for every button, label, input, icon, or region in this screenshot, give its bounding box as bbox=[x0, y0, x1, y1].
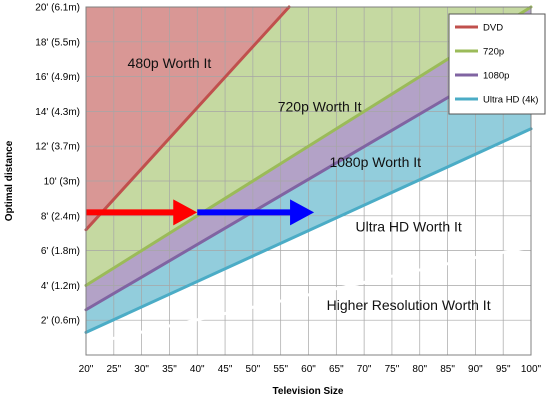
legend-label-0: DVD bbox=[483, 23, 503, 34]
x-tick-label: 65" bbox=[329, 364, 344, 375]
y-tick-label: 4' (1.2m) bbox=[41, 281, 80, 292]
region-label-4: Higher Resolution Worth It bbox=[327, 297, 491, 313]
arrow-head-0 bbox=[173, 199, 198, 226]
legend-label-1: 720p bbox=[483, 47, 504, 58]
series-line-3 bbox=[84, 127, 533, 334]
x-tick-label: 45" bbox=[218, 364, 233, 375]
x-tick-label: 25" bbox=[106, 364, 121, 375]
x-tick-label: 70" bbox=[357, 364, 372, 375]
x-tick-label: 60" bbox=[301, 364, 316, 375]
x-tick-labels: 20" 25" 30" 35" 40" 45" 50" 55" 60" 65" 70" 75" 80" 8… bbox=[79, 364, 542, 375]
legend: DVD 720p 1080p Ultra HD (4k) bbox=[448, 13, 546, 115]
annotation-layer bbox=[86, 199, 315, 226]
y-tick-label: 16' (4.9m) bbox=[35, 72, 80, 83]
region-label-1: 720p Worth It bbox=[278, 98, 362, 114]
y-axis-title: Optimal distance bbox=[4, 140, 15, 221]
x-tick-label: 85" bbox=[440, 364, 455, 375]
plot-frame bbox=[85, 6, 532, 356]
x-tick-label: 20" bbox=[79, 364, 94, 375]
x-tick-label: 50" bbox=[246, 364, 261, 375]
x-tick-label: 100" bbox=[521, 364, 542, 375]
y-tick-label: 10' (3m) bbox=[44, 177, 80, 188]
y-tick-label: 12' (3.7m) bbox=[35, 142, 80, 153]
x-tick-label: 30" bbox=[134, 364, 149, 375]
x-tick-label: 40" bbox=[190, 364, 205, 375]
y-tick-label: 14' (4.3m) bbox=[35, 107, 80, 118]
region-label-2: 1080p Worth It bbox=[329, 154, 421, 170]
y-tick-label: 20' (6.1m) bbox=[35, 3, 80, 14]
x-tick-label: 95" bbox=[496, 364, 511, 375]
x-tick-label: 55" bbox=[273, 364, 288, 375]
legend-label-3: Ultra HD (4k) bbox=[483, 95, 538, 106]
region-label-layer: 480p Worth It 720p Worth It 1080p Worth It… bbox=[128, 55, 491, 313]
y-tick-label: 18' (5.5m) bbox=[35, 37, 80, 48]
series-line-lower bbox=[85, 245, 532, 347]
legend-items: DVD 720p 1080p Ultra HD (4k) bbox=[455, 23, 538, 106]
legend-box bbox=[448, 13, 546, 115]
y-tick-labels: 2' (0.6m) 4' (1.2m) 6' (1.8m) 8' (2.4m) 10' … bbox=[35, 3, 80, 327]
y-tick-label: 2' (0.6m) bbox=[41, 316, 80, 327]
y-tick-label: 8' (2.4m) bbox=[41, 211, 80, 222]
x-axis-title: Television Size bbox=[273, 386, 344, 397]
x-tick-label: 75" bbox=[385, 364, 400, 375]
arrow-head-1 bbox=[290, 199, 315, 226]
region-label-0: 480p Worth It bbox=[128, 55, 212, 71]
x-tick-label: 35" bbox=[162, 364, 177, 375]
legend-label-2: 1080p bbox=[483, 71, 509, 82]
x-tick-label: 90" bbox=[468, 364, 483, 375]
y-tick-label: 6' (1.8m) bbox=[41, 246, 80, 257]
region-label-3: Ultra HD Worth It bbox=[355, 218, 461, 234]
x-tick-label: 80" bbox=[412, 364, 427, 375]
series-line-0 bbox=[84, 5, 291, 232]
